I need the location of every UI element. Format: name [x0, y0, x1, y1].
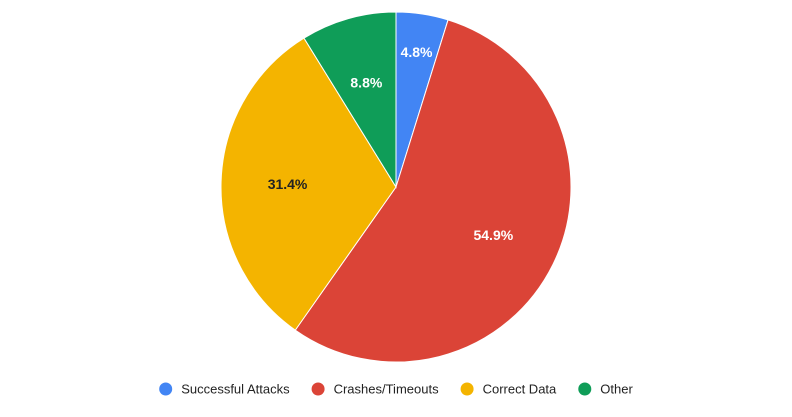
legend-item-other[interactable]: Other [578, 382, 633, 397]
legend-item-successful-attacks[interactable]: Successful Attacks [159, 382, 290, 397]
slice-label-other: 8.8% [350, 75, 382, 91]
pie-slices [220, 11, 572, 363]
legend-swatch-successful-attacks [159, 382, 173, 396]
legend-item-crashes-timeouts[interactable]: Crashes/Timeouts [311, 382, 439, 397]
legend-label-crashes-timeouts: Crashes/Timeouts [334, 382, 439, 397]
slice-label-correct-data: 31.4% [268, 176, 308, 192]
legend-label-correct-data: Correct Data [483, 382, 557, 397]
legend-item-correct-data[interactable]: Correct Data [460, 382, 557, 397]
slice-label-successful-attacks: 4.8% [401, 44, 433, 60]
legend-label-successful-attacks: Successful Attacks [181, 382, 290, 397]
legend: Successful Attacks Crashes/Timeouts Correc… [159, 382, 633, 397]
legend-label-other: Other [600, 382, 633, 397]
pie-slice-correct-data [220, 37, 397, 331]
pie-slice-other [303, 11, 397, 189]
pie-slice-crashes-timeouts [294, 19, 572, 363]
slice-labels: 4.8% 54.9% 31.4% 8.8% [268, 44, 514, 243]
legend-swatch-other [578, 382, 592, 396]
legend-swatch-crashes-timeouts [311, 382, 325, 396]
slice-label-crashes-timeouts: 54.9% [473, 227, 513, 243]
legend-swatch-correct-data [460, 382, 474, 396]
